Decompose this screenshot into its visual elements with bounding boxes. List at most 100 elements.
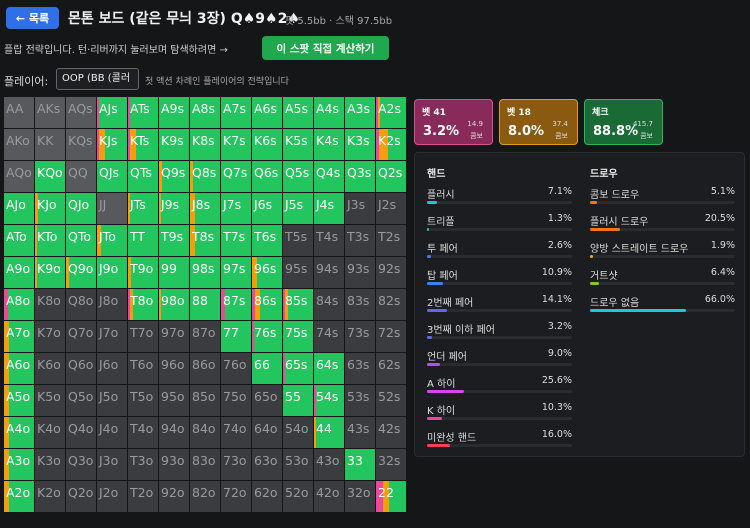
range-cell[interactable]: A8s [190,97,221,129]
range-cell[interactable]: 76o [221,353,252,385]
range-cell[interactable]: A2s [376,97,407,129]
action-card-bet-41[interactable]: 벳 41 3.2% 14.9 콤보 [414,99,493,145]
range-cell[interactable]: AQs [66,97,97,129]
range-cell[interactable]: 97o [159,321,190,353]
range-cell[interactable]: AKo [4,129,35,161]
range-cell[interactable]: K2s [376,129,407,161]
range-cell[interactable]: 93o [159,449,190,481]
range-cell[interactable]: T9o [128,257,159,289]
range-cell[interactable]: T2s [376,225,407,257]
range-cell[interactable]: K2o [35,481,66,513]
range-cell[interactable]: 43s [345,417,376,449]
range-cell[interactable]: Q5s [283,161,314,193]
range-cell[interactable]: Q8s [190,161,221,193]
range-cell[interactable]: JJ [97,193,128,225]
range-cell[interactable]: 62s [376,353,407,385]
range-cell[interactable]: Q3o [66,449,97,481]
range-cell[interactable]: 73s [345,321,376,353]
range-cell[interactable]: K4o [35,417,66,449]
range-cell[interactable]: K6s [252,129,283,161]
range-cell[interactable]: 32s [376,449,407,481]
range-cell[interactable]: ATo [4,225,35,257]
range-cell[interactable]: T3s [345,225,376,257]
range-cell[interactable]: J7o [97,321,128,353]
range-cell[interactable]: A3s [345,97,376,129]
range-cell[interactable]: T5o [128,385,159,417]
range-cell[interactable]: 86o [190,353,221,385]
range-cell[interactable]: 84o [190,417,221,449]
range-cell[interactable]: Q6o [66,353,97,385]
range-cell[interactable]: Q7o [66,321,97,353]
range-cell[interactable]: KTo [35,225,66,257]
range-cell[interactable]: J2o [97,481,128,513]
range-cell[interactable]: 62o [252,481,283,513]
range-cell[interactable]: K3o [35,449,66,481]
range-cell[interactable]: KJs [97,129,128,161]
range-cell[interactable]: 87o [190,321,221,353]
range-cell[interactable]: QJo [66,193,97,225]
range-cell[interactable]: AJo [4,193,35,225]
range-cell[interactable]: K7s [221,129,252,161]
player-select[interactable]: OOP (BB (콜러 [56,68,139,90]
action-card-check[interactable]: 체크 88.8% 415.7 콤보 [584,99,663,145]
range-cell[interactable]: J8s [190,193,221,225]
range-cell[interactable]: K6o [35,353,66,385]
range-cell[interactable]: T2o [128,481,159,513]
range-cell[interactable]: Q3s [345,161,376,193]
range-cell[interactable]: 76s [252,321,283,353]
calculate-spot-button[interactable]: 이 스팟 직접 계산하기 [262,36,389,60]
range-cell[interactable]: 96s [252,257,283,289]
range-cell[interactable]: A3o [4,449,35,481]
range-cell[interactable]: 93s [345,257,376,289]
range-cell[interactable]: 94o [159,417,190,449]
range-cell[interactable]: QTs [128,161,159,193]
range-cell[interactable]: K8o [35,289,66,321]
range-cell[interactable]: J9s [159,193,190,225]
range-cell[interactable]: J4s [314,193,345,225]
range-cell[interactable]: 82s [376,289,407,321]
range-cell[interactable]: 95s [283,257,314,289]
range-cell[interactable]: T8s [190,225,221,257]
range-cell[interactable]: JTs [128,193,159,225]
range-cell[interactable]: K5o [35,385,66,417]
range-cell[interactable]: 86s [252,289,283,321]
range-cell[interactable]: 52s [376,385,407,417]
range-cell[interactable]: Q9s [159,161,190,193]
range-cell[interactable]: KJo [35,193,66,225]
range-cell[interactable]: Q4o [66,417,97,449]
back-button[interactable]: ← 목록 [6,7,59,29]
range-cell[interactable]: 82o [190,481,221,513]
range-cell[interactable]: T4o [128,417,159,449]
range-cell[interactable]: 84s [314,289,345,321]
range-cell[interactable]: 43o [314,449,345,481]
range-cell[interactable]: A9o [4,257,35,289]
range-cell[interactable]: K3s [345,129,376,161]
range-cell[interactable]: 85o [190,385,221,417]
range-cell[interactable]: A4o [4,417,35,449]
range-cell[interactable]: AA [4,97,35,129]
range-cell[interactable]: 96o [159,353,190,385]
range-cell[interactable]: J6o [97,353,128,385]
range-cell[interactable]: A7o [4,321,35,353]
range-cell[interactable]: 33 [345,449,376,481]
range-cell[interactable]: A6s [252,97,283,129]
range-cell[interactable]: 83o [190,449,221,481]
range-cell[interactable]: KK [35,129,66,161]
range-cell[interactable]: J9o [97,257,128,289]
range-cell[interactable]: Q8o [66,289,97,321]
range-cell[interactable]: Q6s [252,161,283,193]
range-cell[interactable]: 92o [159,481,190,513]
range-cell[interactable]: 53s [345,385,376,417]
range-cell[interactable]: JTo [97,225,128,257]
range-cell[interactable]: 53o [283,449,314,481]
range-cell[interactable]: J6s [252,193,283,225]
range-cell[interactable]: 77 [221,321,252,353]
range-cell[interactable]: 75s [283,321,314,353]
range-cell[interactable]: 85s [283,289,314,321]
range-cell[interactable]: 98s [190,257,221,289]
range-cell[interactable]: KTs [128,129,159,161]
range-cell[interactable]: A5o [4,385,35,417]
range-cell[interactable]: T7s [221,225,252,257]
range-cell[interactable]: J4o [97,417,128,449]
range-cell[interactable]: 88 [190,289,221,321]
